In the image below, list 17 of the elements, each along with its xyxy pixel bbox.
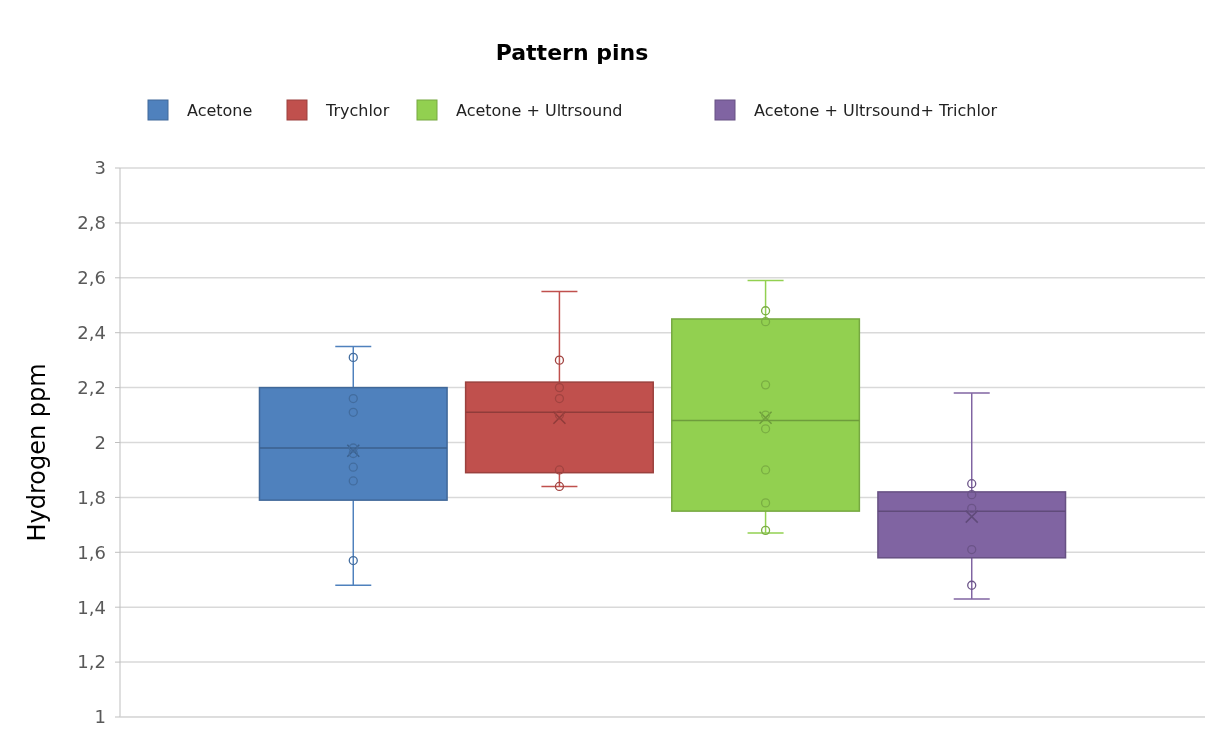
- chart-title: Pattern pins: [495, 40, 649, 65]
- y-tick-label: 1,2: [77, 651, 106, 673]
- y-tick-label: 1: [94, 706, 106, 728]
- y-tick-label: 3: [94, 157, 106, 179]
- y-tick-label: 1,8: [77, 486, 106, 508]
- y-axis-title: Hydrogen ppm: [23, 363, 51, 542]
- y-tick-label: 2,2: [77, 376, 106, 398]
- y-tick-label: 2,8: [77, 212, 106, 234]
- y-tick-label: 2,4: [77, 322, 106, 343]
- y-tick-label: 1,4: [77, 596, 106, 618]
- legend-label: Acetone + Ultrsound+ Trichlor: [754, 101, 998, 120]
- legend-label: Acetone + Ultrsound: [456, 101, 623, 120]
- legend-label: Acetone: [187, 101, 253, 120]
- legend-label: Trychlor: [325, 101, 390, 120]
- y-tick-label: 1,6: [77, 541, 106, 563]
- y-tick-label: 2: [94, 431, 106, 453]
- y-tick-label: 2,6: [77, 267, 106, 289]
